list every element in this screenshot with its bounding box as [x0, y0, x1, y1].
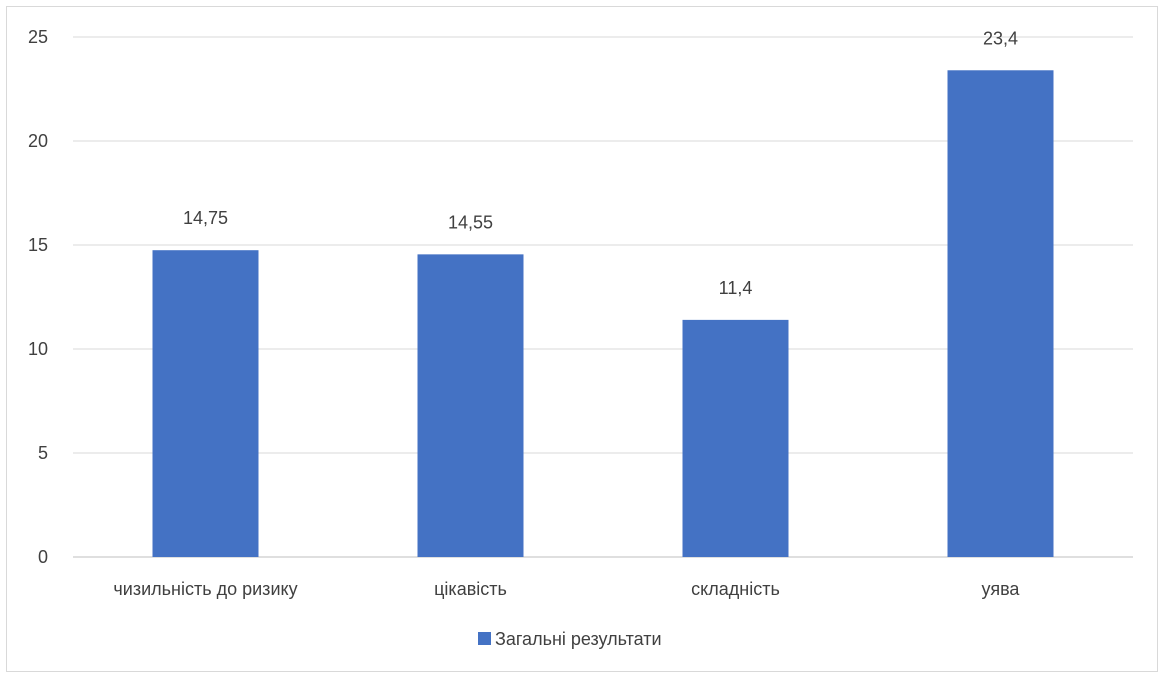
bar	[947, 70, 1054, 557]
y-tick-label: 25	[28, 27, 48, 47]
x-tick-label: чизильність до ризику	[113, 579, 297, 599]
legend-label: Загальні результати	[495, 629, 662, 649]
y-tick-label: 0	[38, 547, 48, 567]
bar	[682, 319, 789, 557]
y-tick-label: 10	[28, 339, 48, 359]
bars	[152, 70, 1054, 558]
y-tick-label: 20	[28, 131, 48, 151]
data-label: 23,4	[983, 28, 1018, 48]
y-tick-label: 15	[28, 235, 48, 255]
x-tick-label: складність	[691, 579, 780, 599]
data-label: 11,4	[719, 278, 753, 298]
x-tick-label: цікавість	[434, 579, 507, 599]
x-axis-ticks: чизильність до ризику цікавість складність…	[113, 579, 1020, 599]
data-label: 14,75	[183, 208, 228, 228]
data-labels: 14,75 14,55 11,4 23,4	[183, 28, 1018, 298]
bar	[152, 250, 259, 557]
y-tick-label: 5	[38, 443, 48, 463]
data-label: 14,55	[448, 212, 493, 232]
legend-swatch	[478, 632, 491, 645]
bar	[417, 254, 524, 558]
legend: Загальні результати	[478, 629, 662, 649]
y-axis-ticks: 0 5 10 15 20 25	[28, 27, 48, 567]
x-tick-label: уява	[982, 579, 1021, 599]
